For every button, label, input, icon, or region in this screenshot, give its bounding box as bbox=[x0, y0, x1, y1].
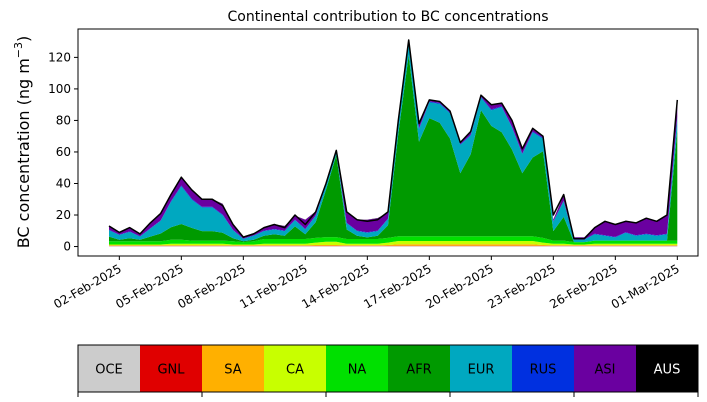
area-sa bbox=[109, 244, 678, 246]
total-line bbox=[108, 39, 679, 240]
legend-swatch-eur bbox=[450, 345, 513, 392]
legend-label-na: NA bbox=[348, 363, 367, 378]
y-tick-label: 40 bbox=[56, 176, 71, 190]
y-tick-label: 100 bbox=[48, 82, 71, 96]
legend-label-asi: ASI bbox=[595, 363, 616, 378]
x-tick-label: 01-Mar-2025 bbox=[609, 261, 682, 311]
y-axis: 0 20 40 60 80 100 120 bbox=[48, 50, 78, 254]
legend-swatch-ca bbox=[264, 345, 327, 392]
x-tick-label: 26-Feb-2025 bbox=[547, 261, 620, 311]
legend-label-rus: RUS bbox=[530, 363, 557, 378]
legend-swatch-gnl bbox=[140, 345, 203, 392]
plot-frame bbox=[77, 28, 699, 257]
y-axis-label: BC concentration (ng m−3) bbox=[12, 36, 33, 249]
x-tick-label: 02-Feb-2025 bbox=[51, 261, 124, 311]
x-tick-label: 11-Feb-2025 bbox=[237, 261, 310, 311]
y-tick-label: 60 bbox=[56, 145, 71, 159]
legend-swatch-afr bbox=[388, 345, 451, 392]
x-tick-label: 08-Feb-2025 bbox=[175, 261, 248, 311]
area-eur bbox=[109, 42, 678, 243]
y-tick-label: 120 bbox=[48, 50, 71, 64]
area-na bbox=[109, 236, 678, 245]
legend-colorbar: OCE GNL SA CA NA AFR EUR RUS ASI AUS bbox=[77, 344, 699, 397]
area-layers bbox=[109, 40, 678, 247]
legend-label-gnl: GNL bbox=[157, 363, 185, 378]
legend-label-aus: AUS bbox=[654, 363, 681, 378]
legend-swatch-oce bbox=[78, 345, 141, 392]
y-tick-label: 20 bbox=[56, 208, 71, 222]
area-ca bbox=[109, 241, 678, 246]
legend-swatch-rus bbox=[512, 345, 575, 392]
x-tick-label: 20-Feb-2025 bbox=[423, 261, 496, 311]
legend-label-afr: AFR bbox=[406, 363, 431, 378]
chart-title: Continental contribution to BC concentra… bbox=[227, 9, 548, 25]
x-tick-label: 23-Feb-2025 bbox=[485, 261, 558, 311]
x-tick-label: 17-Feb-2025 bbox=[361, 261, 434, 311]
legend-swatch-sa bbox=[202, 345, 265, 392]
legend-label-ca: CA bbox=[286, 363, 304, 378]
legend-frame bbox=[77, 344, 699, 393]
y-tick-label: 0 bbox=[63, 240, 71, 254]
area-afr bbox=[109, 55, 678, 243]
x-tick-label: 05-Feb-2025 bbox=[113, 261, 186, 311]
x-axis: 02-Feb-202505-Feb-202508-Feb-202511-Feb-… bbox=[51, 256, 682, 312]
x-tick-label: 14-Feb-2025 bbox=[299, 261, 372, 311]
legend-label-eur: EUR bbox=[468, 363, 495, 378]
legend-label-oce: OCE bbox=[95, 363, 123, 378]
legend-swatch-aus bbox=[636, 345, 699, 392]
y-tick-label: 80 bbox=[56, 113, 71, 127]
legend-swatch-na bbox=[326, 345, 389, 392]
legend-label-sa: SA bbox=[224, 363, 241, 378]
legend-swatch-asi bbox=[574, 345, 637, 392]
